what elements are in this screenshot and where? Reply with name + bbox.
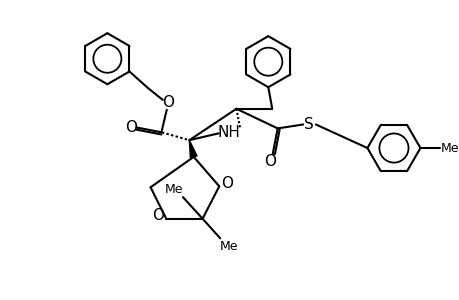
Text: O: O [221,176,233,191]
Text: Me: Me [219,240,238,253]
Text: O: O [263,154,275,169]
Text: O: O [125,120,137,135]
Text: O: O [162,95,174,110]
Text: Me: Me [440,142,458,154]
Polygon shape [189,140,196,158]
Text: O: O [152,208,164,223]
Text: S: S [303,117,313,132]
Text: NH: NH [217,125,240,140]
Text: Me: Me [164,183,183,196]
